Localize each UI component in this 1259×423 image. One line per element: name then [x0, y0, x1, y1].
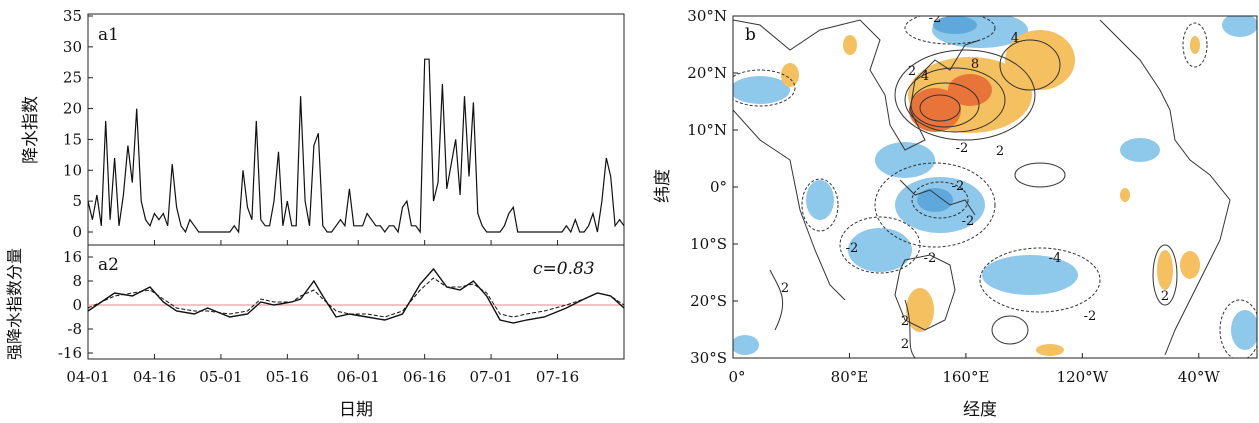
contour-label-14: 2: [781, 281, 789, 296]
contour-label-4: 4: [1011, 31, 1019, 46]
b-ytick-label-3: 0°: [710, 178, 727, 196]
a2-ytick-label-3: 8: [72, 272, 82, 290]
a-xtick-label-4: 06-01: [337, 368, 380, 386]
contour-label-3: 8: [971, 57, 979, 72]
panel-a2-frame: [87, 244, 625, 360]
contour-label-1: 4: [921, 69, 929, 84]
a-xtick-label-5: 06-16: [403, 368, 446, 386]
panel-b-ylabel: 纬度: [653, 169, 673, 203]
panel-a2-y-axis: -16 -8 0 8 16: [58, 248, 93, 362]
a-xtick-label-7: 07-16: [536, 368, 579, 386]
panel-b-label: b: [745, 25, 756, 45]
contour-label-0: -2: [929, 11, 942, 26]
contour-label-7: -2: [952, 179, 965, 194]
a-xtick-label-2: 05-01: [199, 368, 242, 386]
b-ytick-label-4: 10°S: [690, 235, 727, 253]
panel-b-y-axis: 30°N 20°N 10°N 0° 10°S 20°S 30°S: [687, 7, 738, 367]
panel-a2: a2 c=0.83 -16 -8 0 8 16 强降水指数分量 04-01 04-16 05…: [5, 240, 625, 420]
a1-ytick-label-1: 5: [72, 192, 82, 210]
panel-a1-series: [87, 58, 625, 234]
a1-series-0: [87, 58, 625, 234]
b-ytick-label-6: 30°S: [690, 349, 727, 367]
correlation-annotation: c=0.83: [533, 259, 595, 279]
a1-ytick-label-0: 0: [72, 223, 82, 241]
negative-contours: [733, 16, 1257, 358]
panel-a1-ylabel: 降水指数: [21, 96, 41, 164]
a2-series-1-dashed: [87, 277, 625, 318]
b-ytick-label-0: 30°N: [687, 7, 727, 25]
negative-anomaly-core: [917, 16, 977, 212]
positive-anomaly-shading: [781, 30, 1200, 356]
a2-series-0-solid: [87, 267, 625, 324]
panel-a2-ylabel-group: 强降水指数分量: [5, 248, 24, 360]
a-xtick-label-3: 05-16: [266, 368, 309, 386]
a1-ytick-label-4: 20: [63, 100, 82, 118]
contour-label-16: 2: [901, 314, 909, 329]
a2-ytick-label-4: 16: [63, 248, 82, 266]
contour-label-11: -4: [1049, 251, 1062, 266]
b-ytick-label-5: 20°S: [690, 292, 727, 310]
b-xtick-label-1: 80°E: [831, 368, 869, 386]
contour-label-10: -2: [924, 251, 937, 266]
contour-label-15: 2: [901, 337, 909, 352]
contour-label-12: -2: [1084, 309, 1097, 324]
panel-a-xlabel: 日期: [339, 400, 373, 420]
panel-a1: a1 0 5 10 15 20 25 30 35 降水指数: [21, 7, 625, 246]
panel-a-x-axis: 04-01 04-16 05-01 05-16 06-01 06-16 07-01 07-16: [66, 240, 579, 386]
contour-label-2: 2: [908, 64, 916, 79]
a2-ytick-label-0: -16: [58, 344, 82, 362]
positive-contours: [769, 39, 1178, 358]
panel-a2-label: a2: [98, 255, 119, 275]
a1-ytick-label-3: 15: [63, 130, 82, 148]
contour-label-13: 2: [1161, 289, 1169, 304]
contour-label-6: -2: [956, 141, 969, 156]
b-xtick-label-2: 160°E: [942, 368, 989, 386]
a-xtick-label-6: 07-01: [469, 368, 512, 386]
b-ytick-label-2: 10°N: [687, 121, 727, 139]
panel-b-xlabel: 经度: [963, 400, 997, 420]
a1-ytick-label-6: 30: [63, 38, 82, 56]
b-xtick-label-0: 0°: [728, 368, 745, 386]
coastlines: [733, 19, 1231, 356]
panel-a2-ylabel: 强降水指数分量: [5, 248, 24, 360]
panel-b-x-axis: 0° 80°E 160°E 120°W 40°W: [728, 353, 1220, 386]
a2-ytick-label-1: -8: [67, 320, 82, 338]
contour-label-8: -2: [962, 214, 975, 229]
b-xtick-label-3: 120°W: [1057, 368, 1109, 386]
panel-a1-y-axis: 0 5 10 15 20 25 30 35: [63, 7, 93, 241]
a1-ytick-label-2: 10: [63, 161, 82, 179]
contour-label-9: -2: [846, 241, 859, 256]
a2-ytick-label-2: 0: [72, 296, 82, 314]
a1-ytick-label-7: 35: [63, 7, 82, 25]
a-xtick-label-1: 04-16: [133, 368, 176, 386]
b-xtick-label-4: 40°W: [1178, 368, 1221, 386]
panel-a1-label: a1: [98, 25, 119, 45]
panel-a2-series: [87, 267, 625, 324]
a1-ytick-label-5: 25: [63, 69, 82, 87]
contour-label-5: 2: [996, 144, 1004, 159]
a-xtick-label-0: 04-01: [66, 368, 109, 386]
b-ytick-label-1: 20°N: [687, 64, 727, 82]
